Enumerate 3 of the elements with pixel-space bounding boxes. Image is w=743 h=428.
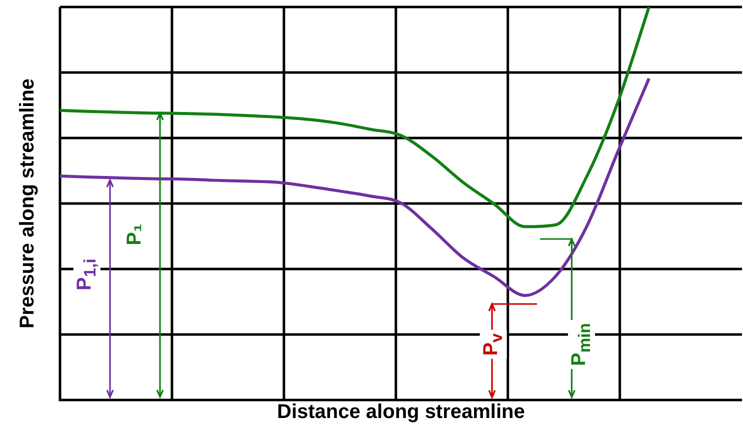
x-axis-title: Distance along streamline [277, 401, 525, 424]
y-axis-title: Pressure along streamline [16, 78, 40, 329]
annotation: P₁ [123, 221, 146, 249]
